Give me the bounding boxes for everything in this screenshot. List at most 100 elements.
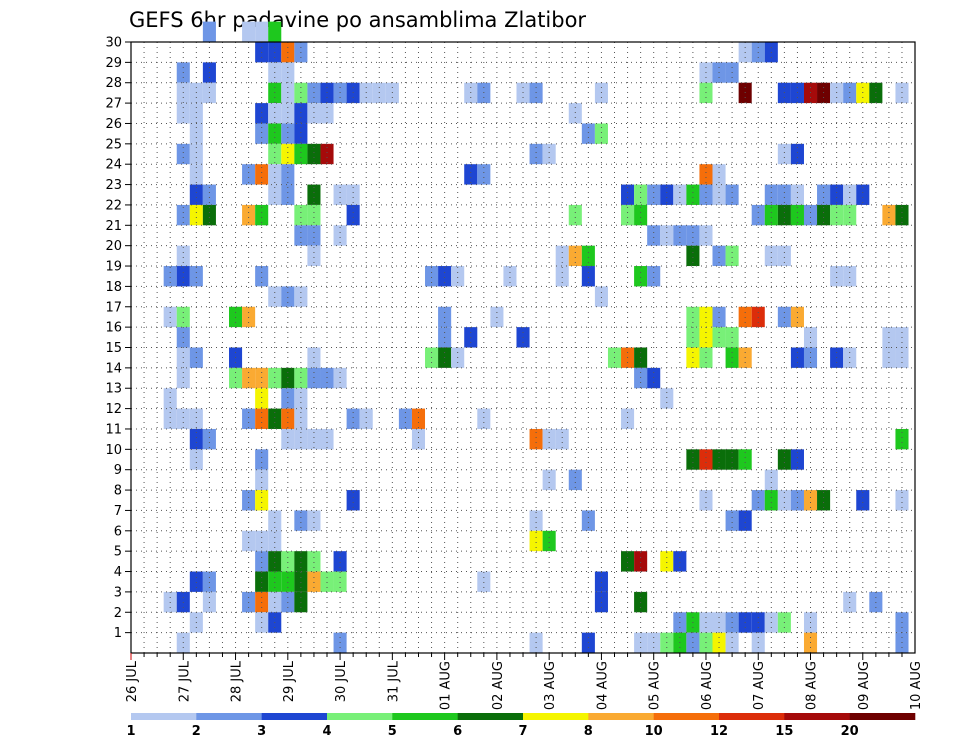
heatmap-cell — [621, 204, 635, 226]
heatmap-cell — [176, 367, 190, 389]
heatmap-cell — [790, 204, 804, 226]
heatmap-cell — [660, 225, 674, 246]
colorbar-segment — [784, 713, 850, 720]
heatmap-cell — [189, 184, 203, 205]
heatmap-cell — [425, 266, 439, 287]
heatmap-cell — [268, 530, 282, 552]
x-tick-label: 04 AUG — [595, 661, 610, 710]
heatmap-cell — [268, 143, 282, 165]
heatmap-cell — [307, 103, 321, 124]
heatmap-cell — [464, 164, 478, 185]
y-tick-label: 8 — [114, 484, 122, 499]
heatmap-cell — [307, 428, 321, 450]
heatmap-cell — [268, 164, 282, 185]
heatmap-cell — [790, 143, 804, 165]
colorbar-segment — [719, 713, 785, 720]
heatmap-cell — [281, 388, 295, 409]
x-tick-label: 29 JUL — [282, 660, 297, 702]
heatmap-cell — [255, 469, 269, 491]
heatmap-cell — [594, 286, 608, 307]
heatmap-cell — [581, 510, 595, 531]
heatmap-cell — [634, 184, 648, 205]
heatmap-cell — [751, 490, 765, 511]
heatmap-cell — [255, 490, 269, 511]
heatmap-cell — [856, 184, 870, 205]
heatmap-cell — [764, 490, 778, 511]
heatmap-cell — [294, 143, 308, 165]
heatmap-cell — [895, 204, 909, 226]
heatmap-cell — [268, 551, 282, 572]
heatmap-cell — [294, 225, 308, 246]
heatmap-cell — [686, 184, 700, 205]
y-tick-label: 10 — [105, 443, 122, 458]
heatmap-cell — [634, 367, 648, 389]
heatmap-cell — [568, 204, 582, 226]
heatmap-cell — [621, 184, 635, 205]
heatmap-cell — [725, 184, 739, 205]
heatmap-cell — [699, 490, 713, 511]
heatmap-cell — [307, 184, 321, 205]
y-tick-label: 9 — [114, 463, 122, 478]
colorbar: 1 2 3 4 5 6 7 8 10 12 15 20 — [126, 713, 916, 739]
y-tick-label: 5 — [114, 545, 122, 560]
heatmap-cell — [281, 143, 295, 165]
heatmap-cell — [163, 266, 177, 287]
heatmap-cell — [882, 204, 896, 226]
heatmap-cell — [764, 204, 778, 226]
heatmap-cell — [738, 510, 752, 531]
heatmap-cell — [895, 490, 909, 511]
heatmap-cell — [568, 103, 582, 124]
heatmap-cell — [438, 266, 452, 287]
heatmap-cell — [647, 367, 661, 389]
heatmap-cell — [359, 408, 373, 429]
heatmap-cell — [294, 367, 308, 389]
x-tick-label: 09 AUG — [857, 661, 872, 710]
x-tick-label: 08 AUG — [805, 661, 820, 710]
heatmap-cell — [163, 306, 177, 328]
heatmap-cell — [189, 103, 203, 124]
heatmap-cell — [843, 266, 857, 287]
x-tick-label: 31 JUL — [386, 660, 401, 702]
colorbar-segment — [588, 713, 654, 720]
x-axis-ticks: 26 JUL 27 JUL 28 JUL 29 JUL 30 JUL 31 JUL 01 A… — [125, 653, 924, 710]
heatmap-cell — [830, 266, 844, 287]
heatmap-cell — [699, 225, 713, 246]
heatmap-cell — [242, 530, 256, 552]
heatmap-cell — [294, 286, 308, 307]
colorbar-segment — [457, 713, 524, 720]
heatmap-cell — [777, 449, 791, 470]
heatmap-cell — [699, 164, 713, 185]
heatmap-cell — [294, 551, 308, 572]
heatmap-cell — [542, 428, 556, 450]
heatmap-cell — [255, 21, 269, 42]
heatmap-cell — [542, 530, 556, 552]
heatmap-cell — [411, 408, 426, 429]
x-tick-label: 07 AUG — [752, 661, 767, 710]
heatmap-cell — [529, 530, 543, 552]
heatmap-cell — [398, 408, 412, 429]
heatmap-cell — [307, 143, 321, 165]
heatmap-cell — [281, 428, 295, 450]
heatmap-cell — [660, 388, 674, 409]
heatmap-cell — [268, 571, 282, 592]
heatmap-cell — [529, 510, 543, 531]
heatmap-cell — [529, 428, 543, 450]
heatmap-cell — [268, 123, 282, 144]
heatmap-cell — [712, 184, 726, 205]
y-tick-label: 30 — [105, 36, 122, 51]
heatmap-cell — [307, 571, 321, 592]
heatmap-cell — [477, 408, 491, 429]
y-tick-label: 18 — [105, 280, 122, 295]
chart-title: GEFS 6hr padavine po ansamblima Zlatibor — [129, 8, 586, 32]
heatmap-cell — [581, 123, 595, 144]
heatmap-cell — [411, 428, 426, 450]
heatmap-cell — [255, 164, 269, 185]
heatmap-cell — [647, 225, 661, 246]
heatmap-cell — [294, 123, 308, 144]
heatmap-cell — [346, 490, 360, 511]
heatmap-cell — [529, 143, 543, 165]
colorbar-segment — [849, 713, 916, 720]
heatmap-cell — [438, 306, 452, 328]
heatmap-cell — [764, 469, 778, 491]
